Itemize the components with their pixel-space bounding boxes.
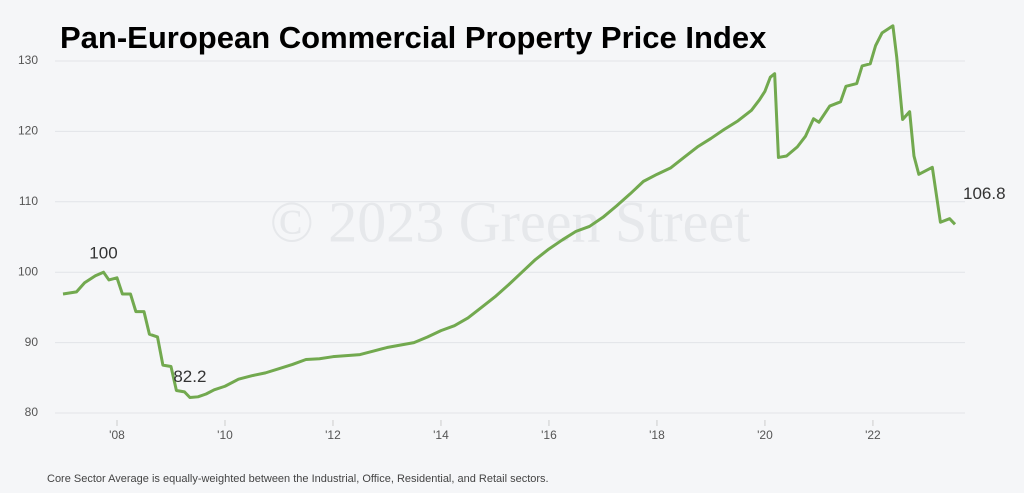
y-tick-label: 130 <box>18 53 38 67</box>
annotation: 100 <box>89 244 117 263</box>
watermark: © 2023 Green Street <box>270 189 751 254</box>
annotation: 106.8 <box>963 184 1006 203</box>
x-tick-label: '14 <box>433 428 449 442</box>
x-tick-label: '16 <box>541 428 557 442</box>
y-tick-label: 90 <box>25 335 39 349</box>
y-tick-label: 80 <box>25 405 39 419</box>
x-tick-label: '22 <box>865 428 881 442</box>
x-tick-label: '20 <box>757 428 773 442</box>
footnote: Core Sector Average is equally-weighted … <box>47 473 549 485</box>
y-tick-label: 110 <box>19 194 38 208</box>
x-tick-label: '18 <box>649 428 665 442</box>
x-tick-label: '10 <box>217 428 233 442</box>
chart-title: Pan-European Commercial Property Price I… <box>60 20 767 55</box>
annotation: 82.2 <box>173 367 206 386</box>
line <box>62 24 957 400</box>
y-tick-label: 120 <box>18 124 38 138</box>
x-tick-label: '12 <box>325 428 341 442</box>
x-tick-label: '08 <box>109 428 125 442</box>
y-tick-label: 100 <box>18 264 38 278</box>
